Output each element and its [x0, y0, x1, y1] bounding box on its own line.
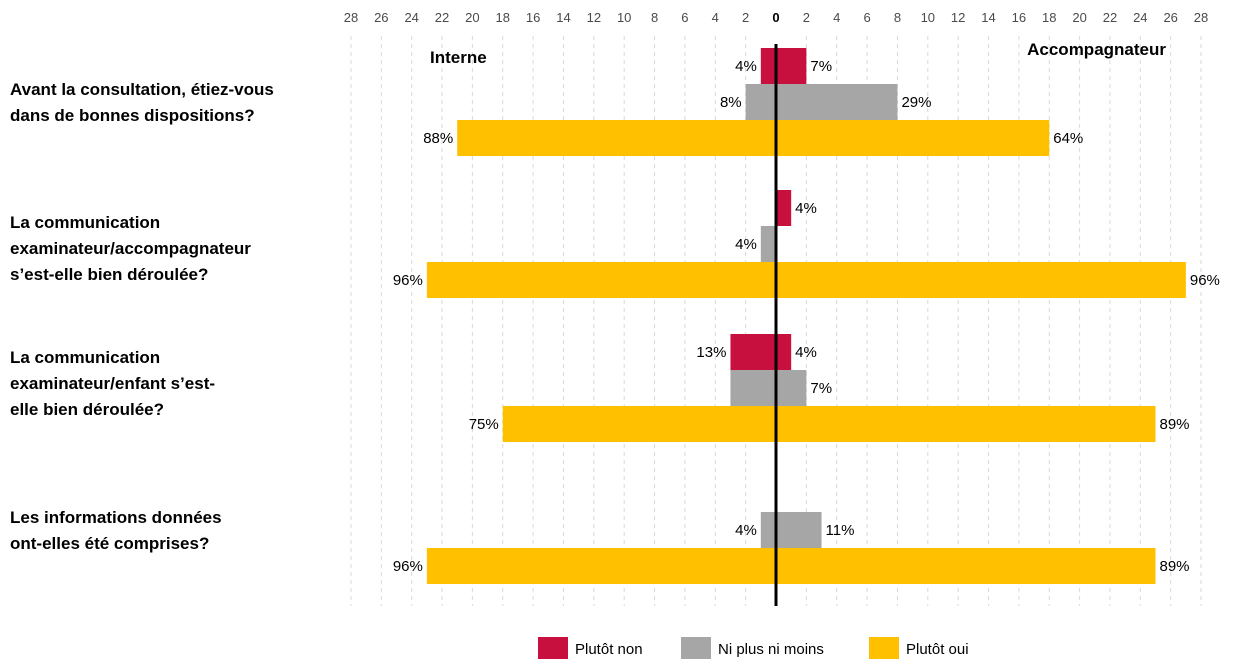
x-tick-label: 26	[374, 10, 388, 25]
bar-ni-plus-ni-moins	[730, 370, 807, 406]
x-tick-label: 14	[981, 10, 995, 25]
legend-label: Plutôt oui	[906, 641, 969, 658]
x-tick-label: 14	[556, 10, 570, 25]
bar-plut-t-non	[760, 48, 807, 84]
question-label: dans de bonnes dispositions?	[10, 106, 255, 125]
data-label-left: 4%	[735, 236, 757, 253]
data-label-right: 64%	[1053, 130, 1083, 147]
question-label: s’est-elle bien déroulée?	[10, 265, 208, 284]
x-tick-label: 12	[587, 10, 601, 25]
legend: Plutôt non Ni plus ni moins Plutôt oui	[538, 637, 969, 659]
x-tick-label: 16	[1012, 10, 1026, 25]
x-tick-label: 18	[1042, 10, 1056, 25]
x-tick-label: 2	[803, 10, 810, 25]
bar-ni-plus-ni-moins	[760, 512, 822, 548]
data-label-right: 7%	[810, 58, 832, 75]
bar-plut-t-oui	[426, 262, 1186, 298]
question-label: examinateur/accompagnateur	[10, 239, 251, 258]
x-tick-label: 0	[772, 10, 779, 25]
data-label-right: 4%	[795, 200, 817, 217]
data-label-right: 7%	[810, 380, 832, 397]
x-axis-ticks: 28 26 24 22 20 18 16 14 12 10 8 6 4 2 0 2 4 6 8 10 12 14 16 18 2…	[344, 10, 1209, 25]
x-tick-label: 26	[1163, 10, 1177, 25]
x-tick-label: 4	[833, 10, 840, 25]
bar-plut-t-oui	[502, 406, 1156, 442]
bar-ni-plus-ni-moins	[745, 84, 898, 120]
bar-plut-t-oui	[426, 548, 1156, 584]
x-tick-label: 22	[1103, 10, 1117, 25]
x-tick-label: 10	[617, 10, 631, 25]
x-tick-label: 6	[681, 10, 688, 25]
data-label-left: 96%	[393, 272, 423, 289]
x-tick-label: 18	[496, 10, 510, 25]
question-label: Les informations données	[10, 508, 222, 527]
x-tick-label: 4	[712, 10, 719, 25]
data-label-right: 11%	[826, 522, 855, 539]
data-label-right: 96%	[1190, 272, 1220, 289]
question-label: elle bien déroulée?	[10, 400, 164, 419]
bar-plut-t-non	[776, 190, 792, 226]
data-label-left: 13%	[696, 344, 726, 361]
legend-swatch	[538, 637, 568, 659]
gridlines	[350, 36, 1202, 606]
data-label-left: 88%	[423, 130, 453, 147]
bar-plut-t-oui	[457, 120, 1050, 156]
x-tick-label: 20	[465, 10, 479, 25]
data-label-right: 89%	[1160, 558, 1190, 575]
data-label-right: 4%	[795, 344, 817, 361]
data-label-left: 8%	[720, 94, 742, 111]
x-tick-label: 28	[344, 10, 358, 25]
bar-plut-t-non	[730, 334, 792, 370]
x-tick-label: 2	[742, 10, 749, 25]
legend-swatch	[869, 637, 899, 659]
data-label-left: 4%	[735, 522, 757, 539]
side-label-left: Interne	[430, 48, 487, 67]
data-label-right: 29%	[901, 94, 931, 111]
x-tick-label: 24	[1133, 10, 1147, 25]
x-tick-label: 8	[651, 10, 658, 25]
x-tick-label: 22	[435, 10, 449, 25]
bars	[426, 48, 1186, 584]
data-label-left: 4%	[735, 58, 757, 75]
data-labels: 4% 7% 8% 29% 88% 64% 4% 4% 96% 96% 13% 4% 7% 75% 89% 4%…	[393, 58, 1220, 575]
x-tick-label: 16	[526, 10, 540, 25]
x-tick-label: 12	[951, 10, 965, 25]
legend-swatch	[681, 637, 711, 659]
x-tick-label: 6	[863, 10, 870, 25]
x-tick-label: 20	[1072, 10, 1086, 25]
question-label: La communication	[10, 348, 160, 367]
question-label: examinateur/enfant s’est-	[10, 374, 215, 393]
x-tick-label: 28	[1194, 10, 1208, 25]
question-labels: Avant la consultation, étiez-vous dans de…	[10, 80, 274, 553]
legend-label: Ni plus ni moins	[718, 641, 824, 658]
x-tick-label: 10	[921, 10, 935, 25]
side-label-right: Accompagnateur	[1027, 40, 1166, 59]
question-label: La communication	[10, 213, 160, 232]
legend-label: Plutôt non	[575, 641, 643, 658]
data-label-right: 89%	[1160, 416, 1190, 433]
x-tick-label: 8	[894, 10, 901, 25]
bar-ni-plus-ni-moins	[760, 226, 776, 262]
question-label: Avant la consultation, étiez-vous	[10, 80, 274, 99]
x-tick-label: 24	[404, 10, 418, 25]
data-label-left: 75%	[469, 416, 499, 433]
data-label-left: 96%	[393, 558, 423, 575]
question-label: ont-elles été comprises?	[10, 534, 209, 553]
